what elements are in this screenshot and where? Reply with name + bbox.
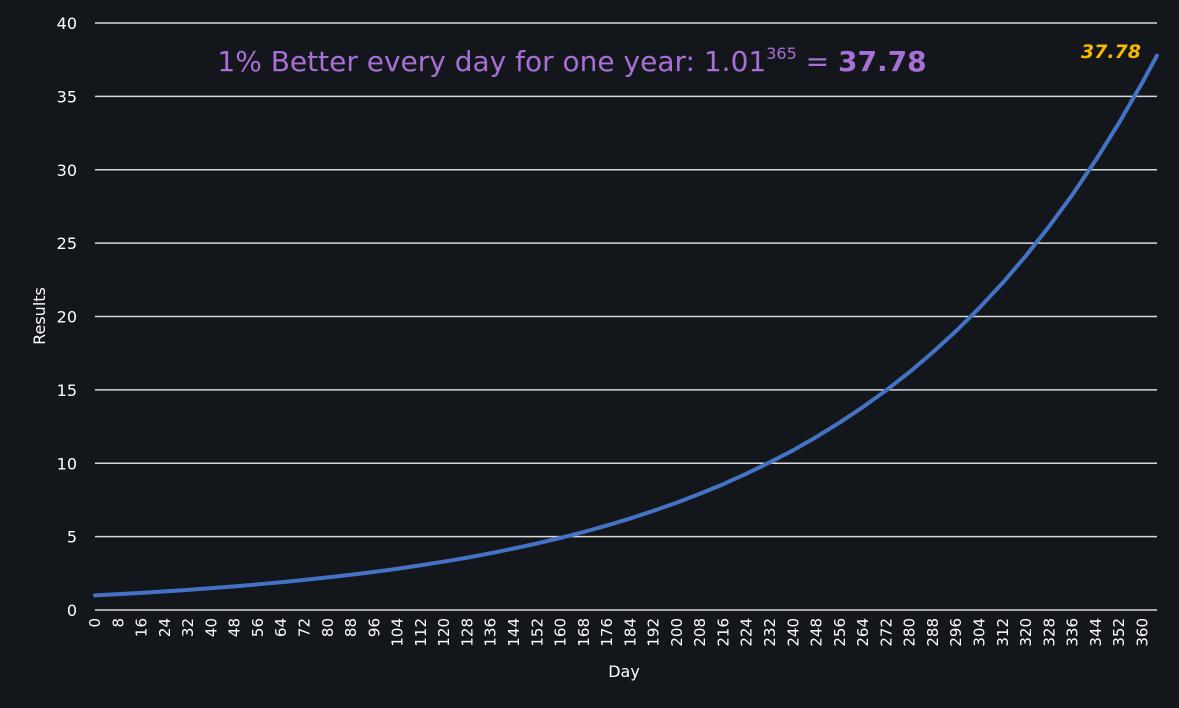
x-tick-label-160: 160 [552,618,570,647]
x-tick-label-128: 128 [458,618,476,647]
x-tick-label-152: 152 [528,618,546,647]
grid-layer [95,22,1157,611]
x-tick-label-264: 264 [854,618,872,647]
y-tick-label-25: 25 [57,234,77,253]
x-tick-label-64: 64 [272,618,290,637]
x-tick-label-224: 224 [738,618,756,647]
x-tick-label-112: 112 [412,618,430,647]
title-prefix: 1% Better every day for one year: 1.01 [217,45,766,78]
y-tick-label-5: 5 [67,528,77,547]
y-axis-label: Results [30,287,49,345]
x-tick-label-232: 232 [761,618,779,647]
x-tick-label-248: 248 [808,618,826,647]
x-tick-label-184: 184 [621,618,639,647]
y-tick-label-30: 30 [57,161,77,180]
x-tick-label-192: 192 [645,618,663,647]
x-tick-label-80: 80 [319,618,337,637]
x-tick-label-8: 8 [109,618,127,628]
x-tick-label-200: 200 [668,618,686,647]
y-tick-label-35: 35 [57,87,77,106]
x-tick-label-280: 280 [901,618,919,647]
x-tick-label-208: 208 [691,618,709,647]
title-result: 37.78 [838,45,927,78]
x-tick-label-120: 120 [435,618,453,647]
y-tick-label-0: 0 [67,601,77,620]
x-tick-label-96: 96 [365,618,383,637]
x-tick-label-272: 272 [877,618,895,647]
x-tick-label-144: 144 [505,618,523,647]
x-tick-label-360: 360 [1133,618,1151,647]
y-tick-labels: 0 5 10 15 20 25 30 35 40 [57,14,77,620]
y-tick-label-10: 10 [57,454,77,473]
x-tick-label-328: 328 [1040,618,1058,647]
x-tick-label-344: 344 [1087,618,1105,647]
x-tick-label-24: 24 [156,618,174,637]
y-tick-label-20: 20 [57,308,77,327]
chart-title: 1% Better every day for one year: 1.0136… [217,44,926,78]
x-tick-label-136: 136 [482,618,500,647]
title-equals: = [797,45,838,78]
x-tick-label-0: 0 [86,618,104,628]
y-tick-label-15: 15 [57,381,77,400]
x-axis-label: Day [608,662,640,681]
x-tick-label-168: 168 [575,618,593,647]
x-tick-label-176: 176 [598,618,616,647]
x-tick-label-296: 296 [947,618,965,647]
x-tick-label-16: 16 [133,618,151,637]
x-tick-label-40: 40 [202,618,220,637]
x-tick-label-32: 32 [179,618,197,637]
x-tick-label-240: 240 [784,618,802,647]
x-tick-label-288: 288 [924,618,942,647]
x-tick-label-336: 336 [1064,618,1082,647]
series-line-0 [93,53,1159,598]
x-tick-label-256: 256 [831,618,849,647]
x-tick-labels: 0 8 16 24 32 40 48 56 64 72 80 88 96 104 112 120 128 136 1… [86,618,1151,647]
x-tick-label-104: 104 [389,618,407,647]
end-value-label: 37.78 [1081,41,1141,63]
x-tick-label-304: 304 [971,618,989,647]
y-tick-label-40: 40 [57,14,77,33]
title-exponent: 365 [766,44,797,63]
x-tick-label-216: 216 [714,618,732,647]
x-tick-label-56: 56 [249,618,267,637]
x-tick-label-352: 352 [1110,618,1128,647]
x-tick-label-88: 88 [342,618,360,637]
series-layer [93,53,1159,598]
x-tick-label-48: 48 [226,618,244,637]
x-tick-label-72: 72 [295,618,313,637]
x-tick-label-320: 320 [1017,618,1035,647]
x-tick-label-312: 312 [994,618,1012,647]
